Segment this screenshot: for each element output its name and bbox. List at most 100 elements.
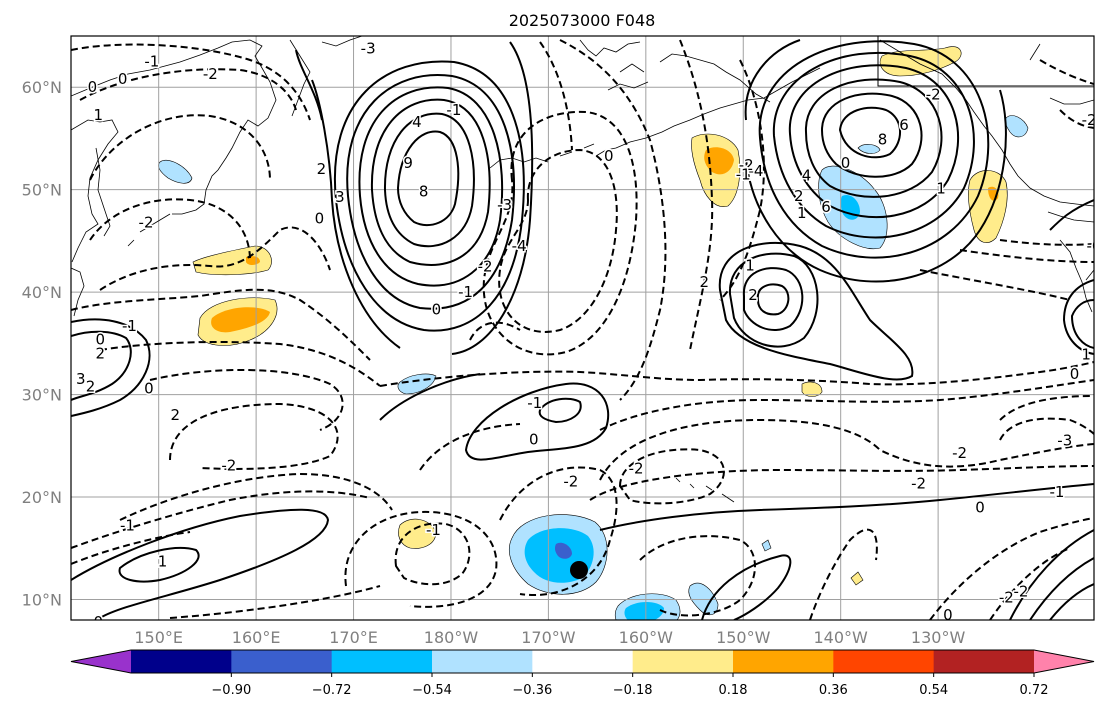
- contour-line-negative: [89, 198, 251, 261]
- storm-marker: [570, 561, 588, 579]
- contour-line-negative: [559, 39, 667, 401]
- contour-label: -0: [1087, 237, 1102, 255]
- contour-label: -1: [736, 165, 751, 183]
- contour-line-negative: [639, 535, 756, 617]
- contour-line-negative: [539, 41, 573, 151]
- map-frame: [70, 35, 1095, 621]
- latitude-label: 60°N: [22, 78, 62, 97]
- contour-label: 2: [700, 273, 710, 291]
- shade-light-blue: [688, 582, 719, 616]
- colorbar-label: 0.72: [1020, 683, 1049, 698]
- longitude-label: 130°W: [911, 628, 966, 647]
- colorbar: −0.90 −0.72 −0.54 −0.36 −0.18 0.18 0.36 0.54 0.7…: [70, 649, 1095, 698]
- contour-line-positive: [756, 283, 790, 316]
- contour-line-negative: [618, 448, 725, 505]
- contour-line-positive: [333, 60, 525, 332]
- latitude-label: 30°N: [22, 386, 62, 405]
- contour-line-positive: [71, 330, 132, 401]
- latitude-labels: 60°N 50°N 40°N 30°N 20°N 10°N: [22, 78, 62, 609]
- contour-label: 0: [95, 330, 105, 348]
- contour-line-negative: [499, 466, 618, 596]
- contour-label: -2: [1082, 111, 1097, 129]
- contour-label: 3: [335, 188, 345, 206]
- contour-label: 1: [158, 553, 168, 571]
- contour-line-positive: [1049, 199, 1094, 349]
- contour-line-negative: [589, 465, 1094, 501]
- shade-yellow: [192, 245, 272, 276]
- contour-label: -2: [478, 258, 493, 276]
- contour-label: -2: [563, 473, 578, 491]
- contour-line-negative: [99, 341, 381, 387]
- contour-label: -4: [748, 162, 763, 180]
- contour-label: 0: [529, 431, 539, 449]
- colorbar-label: −0.90: [211, 683, 251, 698]
- contour-label: -2: [221, 456, 236, 474]
- contour-line-zero: [379, 373, 481, 421]
- coastlines: [71, 36, 1094, 503]
- contour-line-positive: [311, 79, 401, 349]
- colorbar-segment: [331, 650, 433, 673]
- shade-yellow: [398, 518, 437, 549]
- contour-label: -3: [1057, 432, 1072, 450]
- shade-light-blue: [761, 539, 772, 552]
- contour-line-positive: [772, 51, 975, 239]
- coast-hawaii: [675, 477, 735, 503]
- colorbar-outline: [70, 649, 1095, 674]
- contour-line-negative: [919, 269, 1071, 301]
- contour-line-positive: [346, 74, 515, 310]
- shade-blue: [624, 602, 664, 620]
- contour-label: -1: [1049, 483, 1064, 501]
- longitude-label: 150°E: [134, 628, 183, 647]
- contour-label: 0: [841, 154, 851, 172]
- contour-line-negative: [989, 547, 1071, 620]
- contour-line-negative: [394, 522, 471, 586]
- contour-label: -3: [361, 39, 376, 57]
- colorbar-segment: [632, 650, 734, 673]
- contour-label: -1: [426, 521, 441, 539]
- coast-japan: [71, 267, 85, 317]
- contour-label: -2: [952, 444, 967, 462]
- coast-alaska: [579, 39, 821, 157]
- contour-line-negative: [959, 249, 1094, 263]
- contour-label: 0: [604, 147, 614, 165]
- shade-yellow: [850, 571, 864, 586]
- contour-line-positive: [744, 39, 1007, 283]
- contour-line-negative: [379, 361, 1094, 387]
- shade-orange: [211, 307, 270, 333]
- contour-label: 1: [797, 204, 807, 222]
- colorbar-segment: [131, 650, 232, 673]
- contour-label: 6: [821, 198, 831, 216]
- colorbar-label: 0.18: [719, 683, 748, 698]
- contour-label: -3: [497, 196, 512, 214]
- shade-light-blue: [158, 159, 193, 184]
- longitude-label: 140°W: [814, 628, 869, 647]
- contour-line-negative: [99, 226, 331, 291]
- colorbar-segment: [933, 650, 1035, 673]
- contour-label: -4: [512, 237, 527, 255]
- contour-line-positive: [538, 397, 582, 424]
- contour-line-negative: [599, 379, 1094, 431]
- contour-label: 0: [315, 209, 325, 227]
- contour-line-negative: [679, 39, 714, 351]
- longitude-label: 170°E: [329, 628, 378, 647]
- colorbar-extend-low: [71, 650, 131, 673]
- contour-label: -1: [527, 394, 542, 412]
- contour-label: 0: [1070, 365, 1080, 383]
- contour-label: -1: [458, 283, 473, 301]
- contour-lines: [71, 39, 1094, 620]
- contour-label: 2: [170, 406, 180, 424]
- contour-label: 0: [94, 613, 104, 631]
- contour-line-positive: [118, 547, 200, 583]
- contour-label: -1: [122, 317, 137, 335]
- contour-label: 0: [118, 70, 128, 88]
- contour-line-negative: [482, 110, 638, 356]
- longitude-label: 160°E: [232, 628, 281, 647]
- latitude-label: 10°N: [22, 591, 62, 610]
- coast-british-columbia: [879, 39, 1094, 223]
- coast-kurils: [127, 213, 171, 247]
- contour-line-positive: [370, 98, 491, 266]
- contour-line-negative: [999, 239, 1094, 246]
- contour-label: 6: [899, 116, 909, 134]
- colorbar-extend-high: [1034, 650, 1094, 673]
- contour-label: 0: [943, 606, 953, 624]
